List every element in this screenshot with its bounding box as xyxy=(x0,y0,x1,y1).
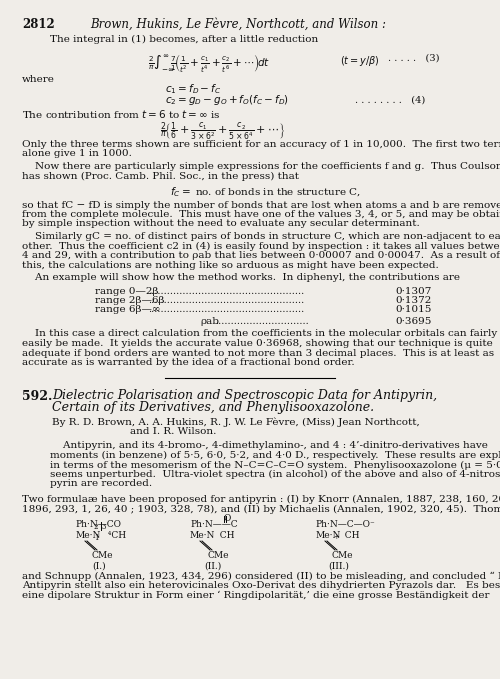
Text: adequate if bond orders are wanted to not more than 3 decimal places.  This is a: adequate if bond orders are wanted to no… xyxy=(22,348,494,358)
Text: The integral in (1) becomes, after a little reduction: The integral in (1) becomes, after a lit… xyxy=(50,35,318,44)
Text: range 2β—6β: range 2β—6β xyxy=(95,296,164,305)
Text: Brown, Hukins, Le Fèvre, Northcott, and Wilson :: Brown, Hukins, Le Fèvre, Northcott, and … xyxy=(90,18,386,31)
Text: pyrin are recorded.: pyrin are recorded. xyxy=(50,479,152,488)
Text: An example will show how the method works.  In diphenyl, the contributions are: An example will show how the method work… xyxy=(22,273,460,282)
Text: range 6β—∞: range 6β—∞ xyxy=(95,306,160,314)
Text: $(t = y/\beta)$: $(t = y/\beta)$ xyxy=(340,54,380,68)
Text: Antipyrin, and its 4-bromo-, 4-dimethylamino-, and 4 : 4’-dinitro-derivatives ha: Antipyrin, and its 4-bromo-, 4-dimethyla… xyxy=(50,441,488,450)
Text: 0·3695: 0·3695 xyxy=(395,317,432,326)
Text: (I.): (I.) xyxy=(92,562,106,571)
Text: accurate as is warranted by the idea of a fractional bond order.: accurate as is warranted by the idea of … xyxy=(22,358,354,367)
Text: Certain of its Derivatives, and Phenylisooxazolone.: Certain of its Derivatives, and Phenylis… xyxy=(52,401,374,414)
Text: by simple inspection without the need to evaluate any secular determinant.: by simple inspection without the need to… xyxy=(22,219,420,229)
Text: Me·N: Me·N xyxy=(315,531,340,540)
Text: 592.: 592. xyxy=(22,390,52,403)
Text: other.  Thus the coefficient c2 in (4) is easily found by inspection : it takes : other. Thus the coefficient c2 in (4) is… xyxy=(22,242,500,251)
Text: 2812: 2812 xyxy=(22,18,55,31)
Text: from the complete molecule.  This must have one of the values 3, 4, or 5, and ma: from the complete molecule. This must ha… xyxy=(22,210,500,219)
Text: Ph·N——C: Ph·N——C xyxy=(190,520,238,529)
Text: ρab: ρab xyxy=(200,317,219,326)
Text: ..................................................: ........................................… xyxy=(148,287,304,295)
Text: CMe: CMe xyxy=(332,551,353,560)
Text: alone give 1 in 1000.: alone give 1 in 1000. xyxy=(22,149,132,158)
Text: CH: CH xyxy=(214,531,234,540)
Text: ..............................: .............................. xyxy=(215,317,309,326)
Text: this, the calculations are nothing like so arduous as might have been expected.: this, the calculations are nothing like … xyxy=(22,261,439,270)
Text: $\frac{2}{\pi}\!\left\{\frac{1}{6}+\frac{c_1}{3\times 6^2}+\frac{c_2}{5\times 6^: $\frac{2}{\pi}\!\left\{\frac{1}{6}+\frac… xyxy=(160,120,285,143)
Text: Only the three terms shown are sufficient for an accuracy of 1 in 10,000.  The f: Only the three terms shown are sufficien… xyxy=(22,140,500,149)
Text: . . . . . . . .   (4): . . . . . . . . (4) xyxy=(355,96,425,105)
Text: ⁴CH: ⁴CH xyxy=(102,531,126,540)
Text: 3: 3 xyxy=(102,523,106,531)
Text: moments (in benzene) of 5·5, 6·0, 5·2, and 4·0 D., respectively.  These results : moments (in benzene) of 5·5, 6·0, 5·2, a… xyxy=(50,451,500,460)
Text: and Schnupp (Annalen, 1923, 434, 296) considered (II) to be misleading, and conc: and Schnupp (Annalen, 1923, 434, 296) co… xyxy=(22,572,500,581)
Text: . . . . .   (3): . . . . . (3) xyxy=(388,54,440,63)
Text: +: + xyxy=(333,533,339,541)
Text: easily be made.  It yields the accurate value 0·36968, showing that our techniqu: easily be made. It yields the accurate v… xyxy=(22,339,493,348)
Text: CMe: CMe xyxy=(207,551,229,560)
Text: 1: 1 xyxy=(94,534,98,542)
Text: $c_1 = f_D - f_C$: $c_1 = f_D - f_C$ xyxy=(165,82,222,96)
Text: range 0—2β: range 0—2β xyxy=(95,287,158,295)
Text: (II.): (II.) xyxy=(204,562,221,571)
Text: CMe: CMe xyxy=(92,551,114,560)
Text: Similarly gC = no. of distinct pairs of bonds in structure C, which are non-adja: Similarly gC = no. of distinct pairs of … xyxy=(22,232,500,241)
Text: 0·1015: 0·1015 xyxy=(395,306,432,314)
Text: 2: 2 xyxy=(94,523,98,531)
Text: In this case a direct calculation from the coefficients in the molecular orbital: In this case a direct calculation from t… xyxy=(22,329,497,339)
Text: seems unperturbed.  Ultra-violet spectra (in alcohol) of the above and also of 4: seems unperturbed. Ultra-violet spectra … xyxy=(50,470,500,479)
Text: 4 and 29, with a contribution to ρab that lies between 0·00007 and 0·00047.  As : 4 and 29, with a contribution to ρab tha… xyxy=(22,251,500,260)
Text: 0·1372: 0·1372 xyxy=(395,296,432,305)
Text: O: O xyxy=(223,514,230,523)
Text: Ph·N—C—O⁻: Ph·N—C—O⁻ xyxy=(315,520,375,529)
Text: $\frac{2}{\pi}\int_{-\infty}^{\infty}\!\!\frac{7}{1}\!\left(\frac{1}{t^2}+\frac{: $\frac{2}{\pi}\int_{-\infty}^{\infty}\!\… xyxy=(148,52,270,74)
Text: so that fC − fD is simply the number of bonds that are lost when atoms a and b a: so that fC − fD is simply the number of … xyxy=(22,200,500,210)
Text: Ph·N—CO: Ph·N—CO xyxy=(75,520,121,529)
Text: Me·N: Me·N xyxy=(75,531,100,540)
Text: in terms of the mesomerism of the N–C=C–C=O system.  Phenylisooxazolone (μ = 5·0: in terms of the mesomerism of the N–C=C–… xyxy=(50,460,500,470)
Text: 0·1307: 0·1307 xyxy=(395,287,432,295)
Text: Dielectric Polarisation and Spectroscopic Data for Antipyrin,: Dielectric Polarisation and Spectroscopi… xyxy=(52,390,437,403)
Text: $c_2 = g_D - g_O + f_O(f_C - f_D)$: $c_2 = g_D - g_O + f_O(f_C - f_D)$ xyxy=(165,93,289,107)
Text: Two formulaæ have been proposed for antipyrin : (I) by Knorr (Annalen, 1887, 238: Two formulaæ have been proposed for anti… xyxy=(22,495,500,504)
Text: ..................................................: ........................................… xyxy=(148,296,304,305)
Text: Now there are particularly simple expressions for the coefficients f and g.  Thu: Now there are particularly simple expres… xyxy=(22,162,500,171)
Text: The contribution from $t = 6$ to $t = \infty$ is: The contribution from $t = 6$ to $t = \i… xyxy=(22,108,221,120)
Text: CH: CH xyxy=(339,531,359,540)
Text: By R. D. Brown, A. A. Hukins, R. J. W. Le Fèvre, (Miss) Jean Northcott,: By R. D. Brown, A. A. Hukins, R. J. W. L… xyxy=(52,418,420,427)
Text: ..................................................: ........................................… xyxy=(148,306,304,314)
Text: where: where xyxy=(22,75,55,84)
Text: (III.): (III.) xyxy=(328,562,349,571)
Text: has shown (Proc. Camb. Phil. Soc., in the press) that: has shown (Proc. Camb. Phil. Soc., in th… xyxy=(22,172,299,181)
Text: eine dipolare Struktur in Form einer ‘ Ringdipolarität,’ die eine grosse Beständ: eine dipolare Struktur in Form einer ‘ R… xyxy=(22,591,489,600)
Text: Antipyrin stellt also ein heterovicinales Oxo-Derivat des dihydrierten Pyrazols : Antipyrin stellt also ein heterovicinale… xyxy=(22,581,500,591)
Text: Me·N: Me·N xyxy=(190,531,216,540)
Text: 1896, 293, 1, 26, 40 ; 1903, 328, 78), and (II) by Michaelis (Annalen, 1902, 320: 1896, 293, 1, 26, 40 ; 1903, 328, 78), a… xyxy=(22,504,500,513)
Text: $f_C = $ no. of bonds in the structure C,: $f_C = $ no. of bonds in the structure C… xyxy=(170,185,361,198)
Text: and I. R. Wilson.: and I. R. Wilson. xyxy=(130,427,216,436)
